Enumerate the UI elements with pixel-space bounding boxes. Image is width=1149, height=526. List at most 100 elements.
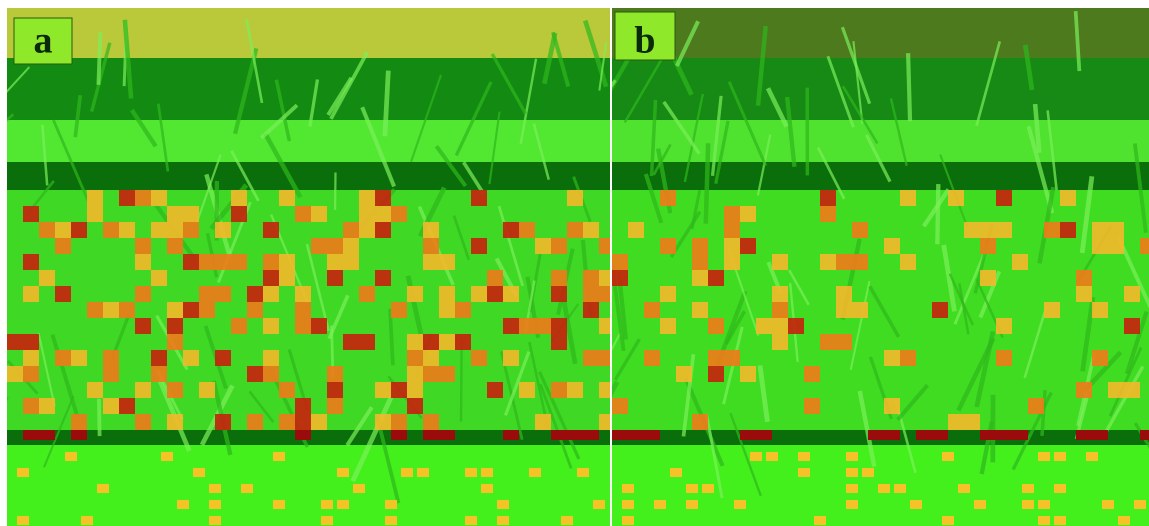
leaf xyxy=(490,53,528,115)
leaf xyxy=(1132,143,1148,234)
overlay-cell xyxy=(836,254,852,270)
overlay-cell xyxy=(23,350,39,366)
leaf xyxy=(785,96,797,168)
overlay-cell xyxy=(1076,382,1092,398)
overlay-cell xyxy=(167,222,183,238)
overlay-cell xyxy=(481,484,493,493)
overlay-cell xyxy=(644,350,660,366)
overlay-cell xyxy=(980,238,996,254)
leaf xyxy=(906,53,913,122)
overlay-cell xyxy=(916,430,948,440)
overlay-cell xyxy=(1012,430,1028,440)
overlay-cell xyxy=(868,430,900,440)
overlay-cell xyxy=(884,238,900,254)
overlay-cell xyxy=(407,398,423,414)
leaf xyxy=(528,341,549,427)
overlay-cell xyxy=(846,500,858,509)
overlay-cell xyxy=(551,238,567,254)
overlay-cell xyxy=(980,430,1012,440)
overlay-cell xyxy=(622,484,634,493)
leaf xyxy=(488,111,501,185)
overlay-cell xyxy=(103,398,119,414)
overlay-cell xyxy=(804,398,820,414)
leaf xyxy=(643,173,664,224)
overlay-cell xyxy=(734,500,746,509)
overlay-cell xyxy=(599,414,610,430)
overlay-cell xyxy=(798,452,810,461)
overlay-cell xyxy=(686,500,698,509)
overlay-cell xyxy=(836,286,852,302)
overlay-cell xyxy=(1092,222,1108,238)
overlay-cell xyxy=(199,382,215,398)
overlay-cell xyxy=(599,238,610,254)
overlay-cell xyxy=(708,350,724,366)
overlay-cell xyxy=(583,222,599,238)
overlay-cell xyxy=(167,302,183,318)
leaf xyxy=(1026,125,1055,214)
overlay-cell xyxy=(593,500,605,509)
overlay-cell xyxy=(503,350,519,366)
leaf xyxy=(459,339,463,422)
overlay-cell xyxy=(295,286,311,302)
overlay-cell xyxy=(321,516,333,525)
leaf xyxy=(765,87,789,128)
overlay-cell xyxy=(279,270,295,286)
overlay-cell xyxy=(231,318,247,334)
overlay-cell xyxy=(471,190,487,206)
overlay-cell xyxy=(772,254,788,270)
leaf xyxy=(675,20,700,67)
overlay-cell xyxy=(241,484,253,493)
leaf xyxy=(130,108,158,148)
overlay-cell xyxy=(87,190,103,206)
overlay-cell xyxy=(724,222,740,238)
overlay-cell xyxy=(900,350,916,366)
leaf xyxy=(263,132,303,199)
leaf xyxy=(868,285,901,338)
label-box xyxy=(614,11,676,61)
overlay-cell xyxy=(654,500,666,509)
leaf xyxy=(1116,236,1149,309)
overlay-cell xyxy=(311,414,327,430)
overlay-cell xyxy=(359,190,375,206)
overlay-cell xyxy=(7,366,23,382)
overlay-cell xyxy=(55,238,71,254)
overlay-cell xyxy=(766,452,778,461)
leaf xyxy=(326,76,354,116)
overlay-cell xyxy=(439,366,455,382)
overlay-cell xyxy=(23,334,39,350)
overlay-cell xyxy=(692,302,708,318)
overlay-cell xyxy=(17,516,29,525)
overlay-cell xyxy=(1092,238,1108,254)
overlay-cell xyxy=(551,318,567,334)
overlay-cell xyxy=(772,334,788,350)
overlay-cell xyxy=(836,302,852,318)
panel-b xyxy=(612,8,1149,526)
overlay-cell xyxy=(948,414,964,430)
overlay-cell xyxy=(724,254,740,270)
leaf xyxy=(37,332,56,407)
overlay-cell xyxy=(327,238,343,254)
overlay-cell xyxy=(119,302,135,318)
leaf xyxy=(462,161,486,195)
panel-a xyxy=(7,8,610,526)
overlay-cell xyxy=(612,398,628,414)
overlay-cell xyxy=(199,302,215,318)
overlay-cell xyxy=(119,398,135,414)
leaf xyxy=(974,330,996,408)
leaf xyxy=(1073,11,1082,72)
overlay-cell xyxy=(583,302,599,318)
leaf xyxy=(409,74,443,163)
overlay-cell xyxy=(263,366,279,382)
overlay-cell xyxy=(359,286,375,302)
overlay-cell xyxy=(135,318,151,334)
leaf xyxy=(612,332,622,352)
overlay-cell xyxy=(209,484,221,493)
leaf xyxy=(561,298,578,365)
overlay-cell xyxy=(1022,500,1034,509)
overlay-cell xyxy=(692,238,708,254)
overlay-cell xyxy=(167,382,183,398)
overlay-cell xyxy=(708,270,724,286)
leaf xyxy=(941,244,957,312)
leaf xyxy=(1080,296,1096,372)
leaf xyxy=(788,269,810,306)
